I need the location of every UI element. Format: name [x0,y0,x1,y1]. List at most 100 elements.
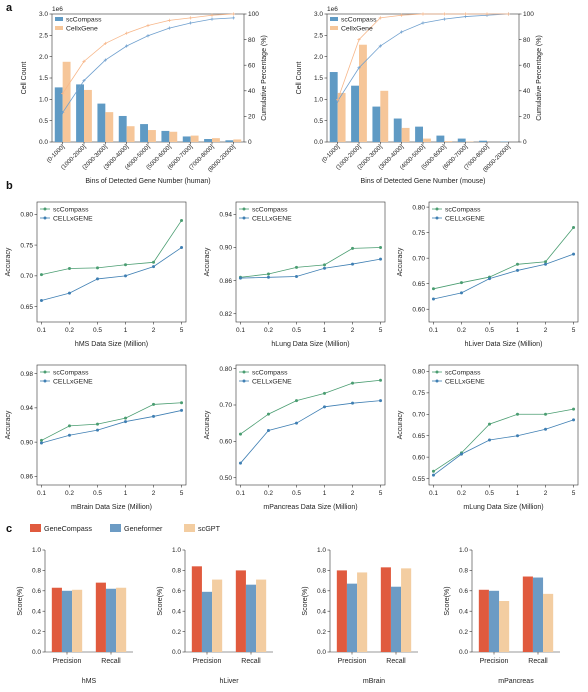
y-axis-label: Accuracy [204,247,211,276]
point-cellxgene-0 [431,473,435,477]
x-tick-label: (0-1000] [321,144,341,164]
point-sccompass-2 [294,399,298,403]
x-tick-label: 2 [351,490,355,497]
y-axis-label: Score(%) [444,586,451,615]
bar-sccompass-4 [415,126,423,142]
point-cellxgene-2 [95,277,99,281]
point-cellxgene-3 [124,420,128,424]
bar-cellxgene-7 [212,138,220,142]
x-tick-label: Recall [528,658,548,665]
y-tick-label: 0.6 [317,588,326,595]
y2-tick-label: 40 [523,88,531,95]
cumulative-point-cellxgene-8 [231,12,235,16]
bar-cellxgene-0 [337,92,346,142]
point-sccompass-0 [431,469,435,473]
bar-sccompass-1 [351,85,359,142]
point-sccompass-1 [266,272,270,276]
y-tick-label: 0.65 [412,281,425,288]
y-axis-label: Cell Count [296,62,303,95]
legend-label: scCompass [252,369,288,376]
cumulative-point-sccompass-2 [378,44,382,48]
cumulative-point-cellxgene-3 [400,13,404,17]
legend-label: scGPT [198,524,221,533]
chart-b3: 0.60 0.65 0.70 0.75 0.80 0.1 0.2 0.5 1 2 5 Accuracy… [397,201,579,348]
y-tick-label: 0.0 [32,649,41,656]
x-tick-label: 0.1 [429,327,438,334]
legend-marker [435,207,439,211]
y-multiplier: 1e6 [327,6,338,13]
y2-tick-label: 0 [248,139,252,146]
x-tick-label: 2 [152,490,156,497]
chart-c2: 0.0 0.2 0.4 0.6 0.8 1.0 Precision Recall Score(%… [157,547,273,685]
point-sccompass-4 [544,412,548,416]
cumulative-point-sccompass-4 [146,34,150,38]
x-axis-label: mLung Data Size (Million) [463,504,543,511]
y2-tick-label: 60 [248,62,256,69]
point-cellxgene-5 [379,257,383,261]
x-tick-label: 0.1 [429,490,438,497]
legend-label: scCompass [252,206,288,213]
bar-genecompass-precision [51,587,62,652]
y-tick-label: 0.75 [412,390,425,397]
bar-cellxgene-4 [423,138,431,142]
bar-sccompass-0 [329,72,338,142]
cumulative-point-sccompass-4 [421,21,425,25]
bar-sccompass-6 [457,138,466,142]
point-cellxgene-2 [294,274,298,278]
point-cellxgene-1 [459,452,463,456]
point-sccompass-2 [95,422,99,426]
point-sccompass-1 [67,266,71,270]
point-sccompass-3 [124,263,128,267]
bar-scgpt-recall [401,568,412,652]
cumulative-point-cellxgene-1 [357,38,361,42]
x-tick-label: 2 [544,490,548,497]
point-cellxgene-4 [152,414,156,418]
y2-tick-label: 0 [523,139,527,146]
bar-cellxgene-8 [233,139,242,142]
point-cellxgene-2 [487,277,491,281]
y-tick-label: 0.70 [412,255,425,262]
y-tick-label: 0.6 [459,588,468,595]
bar-geneformer-recall [532,577,544,652]
point-cellxgene-0 [39,298,43,302]
bar-genecompass-precision [191,566,202,652]
bar-genecompass-recall [380,567,391,652]
cumulative-point-sccompass-1 [82,78,86,83]
x-tick-label: 1 [516,327,520,334]
y2-tick-label: 80 [523,37,531,44]
bar-geneformer-precision [61,590,73,652]
cumulative-point-sccompass-5 [167,26,171,30]
bar-genecompass-recall [522,576,533,652]
bar-sccompass-7 [479,140,487,142]
x-tick-label: Precision [480,658,509,665]
legend-label: CellxGene [66,26,98,33]
x-tick-label: 0.1 [37,327,46,334]
x-tick-label: 1 [124,327,128,334]
y-tick-label: 0.82 [219,311,232,318]
y-tick-label: 0.2 [172,629,181,636]
x-tick-label: (0-1000] [46,144,66,164]
bar-cellxgene-5 [444,141,453,142]
series-line-sccompass [433,227,574,290]
y-tick-label: 0.86 [20,474,33,481]
x-tick-label: 5 [379,327,383,334]
x-tick-label: Precision [193,658,222,665]
y2-tick-label: 100 [248,11,259,18]
point-cellxgene-1 [67,291,71,295]
bar-scgpt-precision [72,589,83,652]
bar-scgpt-precision [357,572,368,652]
legend-label: scCompass [66,17,102,24]
bar-cellxgene-1 [84,89,92,142]
x-axis-label: hLiver Data Size (Million) [465,341,543,348]
y-tick-label: 0.4 [459,608,468,615]
y-tick-label: 1.0 [172,547,181,554]
y2-tick-label: 20 [523,114,531,121]
legend-marker [43,207,47,211]
point-cellxgene-1 [266,428,270,432]
y-axis-label: Accuracy [5,247,12,276]
y-tick-label: 0.5 [314,118,323,125]
y-tick-label: 0.94 [20,405,33,412]
legend-label: scCompass [53,206,89,213]
panel-letter-a: a [6,2,13,14]
y-tick-label: 0.80 [219,366,232,373]
